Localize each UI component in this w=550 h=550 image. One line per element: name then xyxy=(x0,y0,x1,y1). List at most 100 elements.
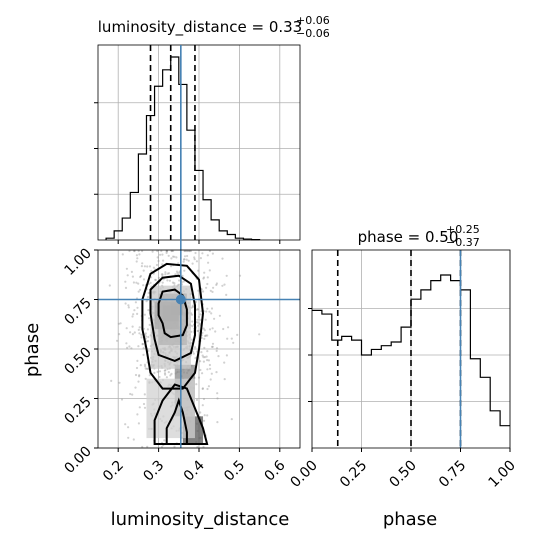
joint-scatter-point xyxy=(125,327,128,330)
joint-scatter-point xyxy=(204,334,208,337)
joint-scatter-point xyxy=(131,325,134,328)
joint-scatter-point xyxy=(117,322,120,325)
joint-scatter-point xyxy=(226,337,229,340)
joint-scatter-point xyxy=(221,257,224,260)
joint-tick-label-y: 1.00 xyxy=(61,246,94,279)
joint-scatter-point xyxy=(206,368,209,371)
joint-scatter-point xyxy=(200,351,203,354)
hist-phase-tick-label: 0.25 xyxy=(337,458,370,491)
joint-scatter-point xyxy=(211,252,214,255)
joint-scatter-point xyxy=(186,254,189,258)
joint-scatter-point xyxy=(201,372,204,375)
joint-scatter-point xyxy=(160,249,163,253)
joint-scatter-point xyxy=(161,263,164,266)
joint-scatter-point xyxy=(118,381,121,384)
joint-scatter-point xyxy=(204,318,207,321)
joint-scatter-point xyxy=(148,323,151,326)
joint-scatter-point xyxy=(176,272,179,275)
joint-scatter-point xyxy=(165,251,168,254)
joint-scatter-point xyxy=(199,411,202,414)
joint-scatter-point xyxy=(164,369,167,372)
joint-scatter-point xyxy=(124,302,127,305)
joint-scatter-point xyxy=(142,284,145,287)
joint-scatter-point xyxy=(215,371,218,374)
joint-scatter-point xyxy=(206,282,209,286)
joint-scatter-point xyxy=(216,421,219,424)
joint-scatter-point xyxy=(132,438,135,441)
joint-scatter-point xyxy=(148,265,152,268)
joint-scatter-point xyxy=(119,322,122,325)
hist-phase-title-lower: −0.37 xyxy=(446,236,480,249)
joint-scatter-point xyxy=(199,257,202,260)
joint-scatter-point xyxy=(182,260,185,263)
joint-scatter-point xyxy=(137,290,140,293)
joint-scatter-point xyxy=(196,321,199,324)
joint-scatter-point xyxy=(203,346,206,349)
joint-scatter-point xyxy=(133,309,136,312)
joint-scatter-point xyxy=(202,277,205,280)
joint-scatter-point xyxy=(158,375,161,379)
joint-scatter-point xyxy=(201,354,204,357)
joint-scatter-point xyxy=(171,281,175,284)
joint-scatter-point xyxy=(157,259,160,263)
joint-scatter-point xyxy=(197,329,200,333)
joint-scatter-point xyxy=(138,375,141,378)
joint-scatter-point xyxy=(170,265,173,268)
joint-scatter-point xyxy=(125,342,128,345)
joint-tick-label-y: 0.75 xyxy=(61,295,94,328)
joint-scatter-point xyxy=(138,332,141,335)
joint-scatter-point xyxy=(134,373,138,377)
joint-scatter-point xyxy=(210,307,214,310)
joint-contour-line xyxy=(141,262,205,390)
joint-scatter-point xyxy=(142,278,146,281)
joint-scatter-point xyxy=(203,419,206,422)
joint-scatter-point xyxy=(197,315,200,318)
joint-scatter-point xyxy=(195,260,198,263)
hist-ld-step-line xyxy=(105,56,261,241)
joint-scatter-point xyxy=(127,304,130,307)
joint-scatter-point xyxy=(194,251,197,255)
joint-scatter-point xyxy=(186,249,189,253)
joint-scatter-point xyxy=(236,333,239,336)
joint-scatter-point xyxy=(125,267,128,270)
joint-tick-label-x: 0.5 xyxy=(221,458,248,485)
joint-scatter-point xyxy=(140,333,143,336)
joint-scatter-point xyxy=(136,413,139,416)
joint-scatter-point xyxy=(230,418,233,421)
joint-scatter-point xyxy=(108,284,111,287)
joint-scatter-point xyxy=(210,345,214,348)
joint-scatter-point xyxy=(141,445,144,449)
joint-scatter-point xyxy=(227,326,230,329)
joint-scatter-point xyxy=(164,373,167,376)
joint-scatter-point xyxy=(167,272,171,275)
joint-scatter-point xyxy=(199,318,202,321)
joint-tick-label-y: 0.25 xyxy=(61,394,94,427)
joint-scatter-point xyxy=(211,327,214,330)
joint-truth-point xyxy=(175,294,186,305)
hist-phase-title: phase = 0.50 xyxy=(358,228,459,246)
joint-scatter-point xyxy=(202,356,205,359)
joint-scatter-point xyxy=(156,249,159,253)
joint-scatter-point xyxy=(188,249,191,253)
joint-scatter-point xyxy=(160,273,164,276)
joint-scatter-point xyxy=(164,271,167,274)
joint-scatter-point xyxy=(225,274,228,277)
joint-scatter-point xyxy=(136,257,139,260)
joint-scatter-point xyxy=(173,282,176,285)
joint-scatter-point xyxy=(182,258,186,261)
joint-scatter-point xyxy=(153,371,156,374)
joint-x-label: luminosity_distance xyxy=(111,509,290,530)
joint-scatter-point xyxy=(217,355,220,358)
joint-scatter-point xyxy=(130,347,133,350)
joint-scatter-point xyxy=(170,249,173,253)
joint-scatter-point xyxy=(208,249,211,253)
joint-scatter-point xyxy=(141,343,144,346)
joint-scatter-point xyxy=(195,300,198,303)
joint-scatter-point xyxy=(197,289,200,292)
joint-scatter-point xyxy=(208,269,211,272)
joint-scatter-point xyxy=(147,335,150,339)
joint-tick-label-x: 0.3 xyxy=(140,458,167,485)
joint-scatter-point xyxy=(206,254,209,257)
joint-tick-label-y: 0.50 xyxy=(61,345,94,378)
joint-scatter-point xyxy=(166,279,169,282)
